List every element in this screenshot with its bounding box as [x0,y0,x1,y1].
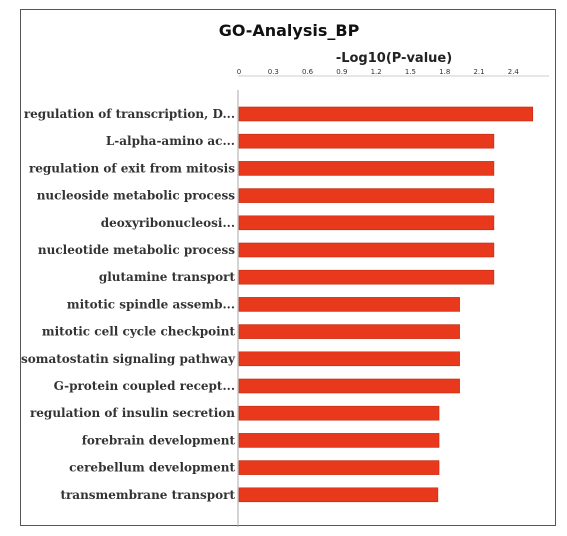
x-tick-group: 0 0.3 0.6 0.9 1.2 1.5 1.8 2.1 2.4 [237,68,520,76]
category-label: deoxyribonucleosi... [101,216,235,230]
chart-frame: GO-Analysis_BP -Log10(P-value) 0 0.3 0.6 0.… [20,9,556,527]
category-label: transmembrane transport [60,488,235,502]
bar [238,242,495,258]
x-tick-label: 1.2 [371,68,382,76]
bar [238,324,460,339]
chart-title: GO-Analysis_BP [219,21,360,40]
bar-group [238,106,534,503]
x-tick-label: 1.5 [405,68,416,76]
category-label: mitotic cell cycle checkpoint [42,325,236,339]
bar [238,487,439,503]
category-label: cerebellum development [69,461,235,475]
bar [238,215,495,231]
category-label: regulation of exit from mitosis [29,161,235,175]
category-label: regulation of insulin secretion [30,406,235,420]
bar [238,351,460,367]
x-tick-label: 1.8 [439,68,450,76]
x-tick-label: 0.6 [302,68,314,76]
bar [238,297,460,312]
category-label-group: regulation of transcription, D... L-alpha… [21,107,236,502]
category-label: glutamine transport [99,270,236,284]
category-label: forebrain development [82,433,236,447]
bar [238,460,440,475]
x-tick-label: 0 [237,68,241,76]
category-label: nucleoside metabolic process [37,189,236,203]
x-tick-label: 0.9 [336,68,347,76]
bar [238,133,495,149]
category-label: mitotic spindle assemb... [67,297,235,311]
bar [238,188,495,203]
x-tick-label: 0.3 [268,68,279,76]
category-label: regulation of transcription, D... [24,107,235,121]
bar [238,378,460,394]
bar [238,433,440,448]
category-label: G-protein coupled recept... [54,379,235,393]
category-label: somatostatin signaling pathway [21,352,236,366]
bar [238,269,495,285]
x-axis-label: -Log10(P-value) [336,51,452,66]
category-label: nucleotide metabolic process [38,243,235,257]
bar [238,161,495,176]
x-tick-label: 2.1 [473,68,484,76]
x-tick-label: 2.4 [508,68,520,76]
category-label: L-alpha-amino ac... [106,134,235,148]
bar [238,405,440,421]
bar [238,106,534,122]
bar-chart: GO-Analysis_BP -Log10(P-value) 0 0.3 0.6 0.… [21,21,549,527]
